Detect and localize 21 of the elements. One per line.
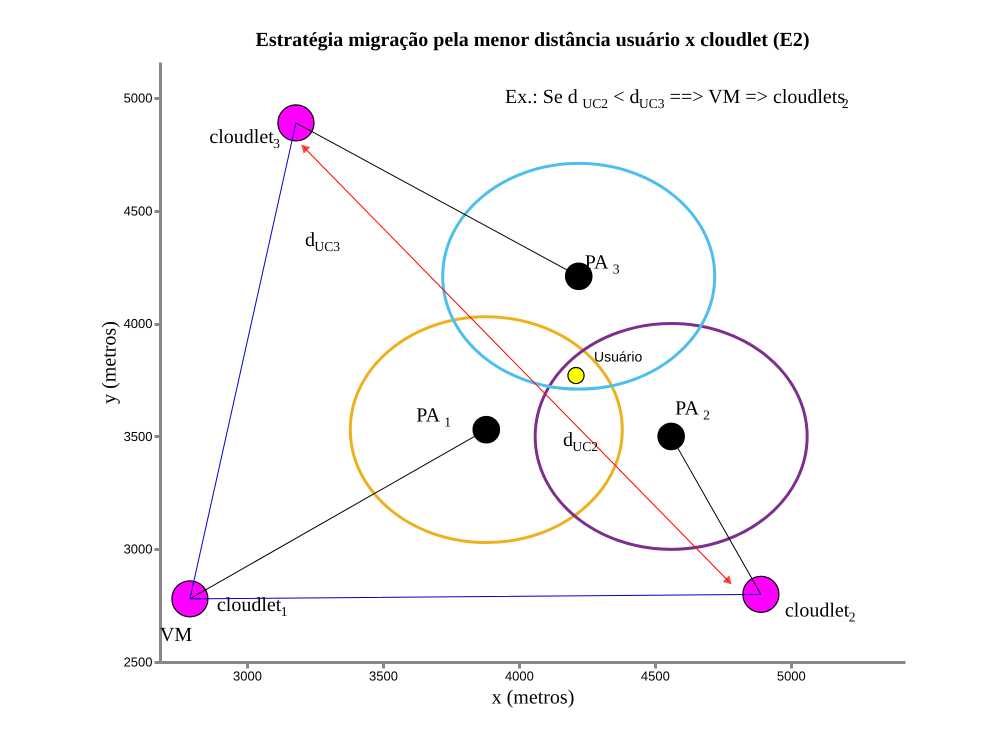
x-tick-label: 4500 xyxy=(640,668,670,684)
y-axis-title: y (metros) xyxy=(98,321,121,404)
x-tick-label: 3000 xyxy=(233,668,262,684)
y-tick-label: 2500 xyxy=(124,654,152,670)
annotation: Usuário xyxy=(594,348,642,365)
y-tick-label: 3000 xyxy=(124,542,152,557)
x-axis-title: x (metros) xyxy=(492,686,574,708)
y-tick-label: 5000 xyxy=(124,90,152,106)
y-tick-label: 4000 xyxy=(124,316,152,332)
point xyxy=(567,366,585,384)
x-tick-label: 4000 xyxy=(504,668,534,684)
chart-title: Estratégia migração pela menor distância usuário x cloudlet (E2) xyxy=(255,29,810,51)
point xyxy=(742,576,780,613)
point xyxy=(657,422,685,450)
y-tick-label: 4500 xyxy=(124,203,152,218)
annotation: VM xyxy=(160,624,192,646)
point xyxy=(472,416,500,444)
point xyxy=(171,580,209,618)
y-tick-label: 3500 xyxy=(124,428,152,444)
x-tick-label: 3500 xyxy=(368,668,398,684)
x-tick-label: 5000 xyxy=(776,668,806,684)
